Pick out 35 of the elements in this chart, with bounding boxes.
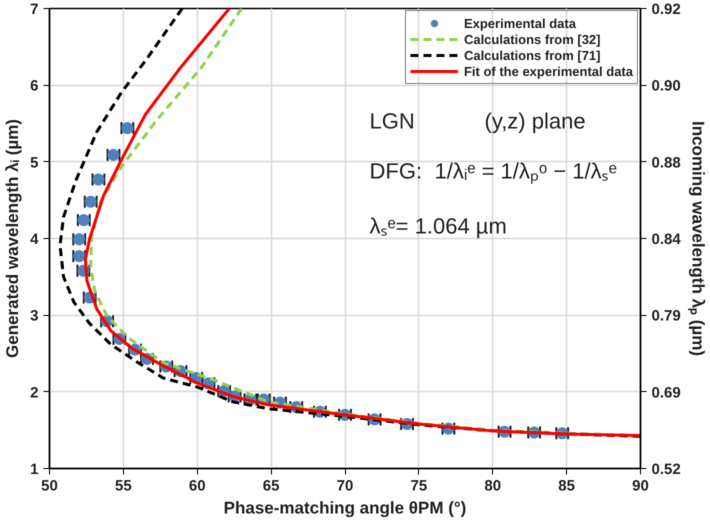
y2-axis-title: Incoming wavelength λₚ (µm) [688, 121, 708, 356]
text: 0.69 [652, 384, 681, 402]
annotation: λₛᵉ= 1.064 µm [370, 214, 507, 238]
y-tick-label: 7 [30, 1, 38, 18]
text: 0.92 [652, 1, 681, 18]
x-tick-label: 60 [188, 478, 206, 494]
y-tick-label: 3 [30, 308, 38, 325]
y-tick-label: 1 [30, 461, 38, 478]
legend-label: Experimental data [464, 15, 576, 31]
y-tick-label: 5 [30, 154, 38, 172]
legend-label: Calculations from [71] [464, 47, 600, 63]
annotation: LGN [370, 108, 415, 134]
x-tick-label: 70 [336, 478, 354, 494]
text: 0.90 [652, 78, 681, 95]
text: 0.79 [652, 308, 681, 325]
text: 0.52 [652, 461, 681, 478]
x-tick-label: 50 [41, 478, 58, 494]
x-tick-label: 85 [558, 478, 575, 494]
y-tick-label: 2 [30, 384, 38, 402]
y-tick-label: 4 [30, 231, 40, 248]
y-axis-title: Generated wavelength λᵢ (µm) [3, 119, 22, 358]
x-tick-label: 80 [484, 478, 502, 494]
annotation: DFG: [370, 158, 422, 184]
x-tick-label: 90 [632, 478, 649, 494]
legend-label: Fit of the experimental data [464, 63, 633, 79]
y-tick-label: 6 [30, 78, 38, 95]
x-tick-label: 75 [410, 478, 428, 494]
legend-label: Calculations from [32] [464, 31, 600, 47]
x-axis-title: Phase-matching angle θPM (°) [224, 498, 466, 518]
x-tick-label: 65 [262, 478, 280, 494]
text: 0.88 [652, 154, 681, 172]
text: 0.84 [652, 231, 682, 248]
x-tick-label: 55 [115, 478, 132, 494]
annotation: (y,z) plane [484, 108, 586, 134]
annotation: 1/λᵢᵉ = 1/λₚᵒ − 1/λₛᵉ [434, 158, 617, 184]
